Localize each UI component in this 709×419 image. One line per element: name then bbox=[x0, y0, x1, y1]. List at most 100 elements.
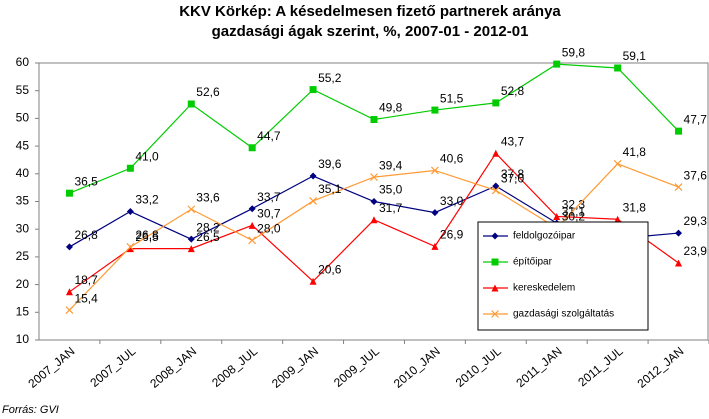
marker bbox=[248, 205, 256, 213]
data-label: 32,3 bbox=[562, 198, 586, 212]
marker bbox=[126, 164, 134, 172]
marker bbox=[370, 116, 378, 124]
marker bbox=[675, 259, 683, 267]
x-tick-label: 2009_JUL bbox=[331, 344, 382, 390]
data-label: 26,5 bbox=[196, 230, 220, 244]
marker bbox=[553, 212, 561, 220]
data-label: 39,6 bbox=[318, 157, 342, 171]
data-label: 41,8 bbox=[623, 145, 647, 159]
x-tick-label: 2008_JUL bbox=[209, 344, 260, 390]
data-label: 18,7 bbox=[74, 273, 98, 287]
data-label: 37,0 bbox=[501, 172, 525, 186]
source: Forrás: GVI bbox=[2, 404, 59, 416]
x-tick-label: 2010_JAN bbox=[391, 344, 443, 391]
marker bbox=[613, 159, 622, 168]
marker bbox=[491, 258, 499, 266]
y-tick-label: 40 bbox=[16, 166, 30, 180]
x-tick-label: 2008_JAN bbox=[147, 344, 199, 391]
x-tick-label: 2011_JUL bbox=[575, 344, 625, 390]
marker bbox=[491, 232, 499, 240]
data-label: 55,2 bbox=[318, 71, 342, 85]
marker bbox=[65, 243, 73, 251]
marker bbox=[126, 243, 135, 251]
data-label: 44,7 bbox=[257, 129, 281, 143]
marker bbox=[187, 245, 195, 253]
series-line bbox=[69, 63, 679, 194]
data-label: 51,5 bbox=[440, 91, 464, 105]
data-label: 33,0 bbox=[440, 194, 464, 208]
y-tick-label: 45 bbox=[16, 138, 30, 152]
marker bbox=[492, 149, 500, 157]
chart-title: gazdasági ágak szerint, %, 2007-01 - 201… bbox=[212, 23, 529, 40]
marker bbox=[248, 221, 256, 229]
data-label: 33,6 bbox=[196, 190, 220, 204]
marker bbox=[675, 127, 683, 135]
data-label: 31,1 bbox=[562, 204, 586, 218]
data-label: 37,6 bbox=[684, 168, 708, 182]
y-tick-label: 30 bbox=[16, 221, 30, 235]
marker bbox=[675, 229, 683, 237]
marker bbox=[614, 215, 622, 223]
x-tick-label: 2007_JAN bbox=[25, 344, 77, 391]
data-label: 41,0 bbox=[135, 149, 159, 163]
data-label: 28,0 bbox=[257, 221, 281, 235]
data-label: 23,9 bbox=[684, 244, 708, 258]
data-label: 36,5 bbox=[74, 174, 98, 188]
legend-label: feldolgozóipar bbox=[513, 231, 576, 242]
data-label: 30,2 bbox=[562, 209, 586, 223]
marker bbox=[309, 172, 317, 180]
marker bbox=[491, 186, 500, 195]
marker bbox=[431, 209, 439, 217]
marker bbox=[491, 284, 499, 292]
legend-label: kereskedelem bbox=[513, 283, 575, 294]
marker bbox=[491, 310, 499, 318]
data-label: 59,1 bbox=[623, 49, 647, 63]
x-tick-label: 2009_JAN bbox=[269, 344, 321, 391]
marker bbox=[431, 106, 439, 114]
x-tick-label: 2010_JUL bbox=[453, 344, 504, 390]
data-label: 15,4 bbox=[74, 291, 98, 305]
marker bbox=[187, 205, 196, 214]
marker bbox=[431, 242, 439, 250]
y-tick-label: 10 bbox=[16, 332, 30, 346]
marker bbox=[370, 198, 378, 205]
data-label: 29,3 bbox=[684, 214, 708, 228]
data-label: 31,7 bbox=[379, 201, 403, 215]
data-label: 49,8 bbox=[379, 101, 403, 115]
chart-title: KKV Körkép: A késedelmesen fizető partne… bbox=[179, 3, 561, 20]
data-label: 52,6 bbox=[196, 85, 220, 99]
marker bbox=[65, 288, 73, 296]
data-label: 28,2 bbox=[196, 220, 220, 234]
marker bbox=[614, 64, 622, 72]
y-tick-label: 50 bbox=[16, 111, 30, 125]
data-label: 31,8 bbox=[623, 200, 647, 214]
marker bbox=[65, 306, 74, 315]
marker bbox=[492, 182, 500, 190]
marker bbox=[553, 60, 561, 68]
y-tick-label: 20 bbox=[16, 277, 30, 291]
marker bbox=[309, 86, 317, 94]
marker bbox=[248, 144, 256, 152]
marker bbox=[248, 236, 257, 245]
y-tick-label: 35 bbox=[16, 194, 30, 208]
legend-label: gazdasági szolgáltatás bbox=[513, 309, 614, 320]
data-label: 59,8 bbox=[562, 45, 586, 59]
marker bbox=[370, 173, 378, 182]
data-label: 43,7 bbox=[501, 134, 525, 148]
data-label: 20,6 bbox=[318, 262, 342, 276]
marker bbox=[309, 277, 317, 285]
marker bbox=[492, 99, 500, 107]
data-label: 39,4 bbox=[379, 158, 403, 172]
marker bbox=[126, 245, 134, 253]
legend bbox=[477, 221, 649, 331]
data-label: 47,7 bbox=[684, 112, 708, 126]
x-tick-label: 2007_JUL bbox=[87, 344, 138, 390]
data-label: 26,9 bbox=[440, 228, 464, 242]
marker bbox=[309, 197, 318, 205]
y-tick-label: 60 bbox=[16, 55, 30, 69]
data-label: 26,8 bbox=[135, 228, 159, 242]
marker bbox=[65, 189, 73, 197]
y-tick-label: 15 bbox=[16, 304, 30, 318]
x-tick-label: 2012_JAN bbox=[635, 344, 687, 391]
data-label: 35,1 bbox=[318, 182, 342, 196]
